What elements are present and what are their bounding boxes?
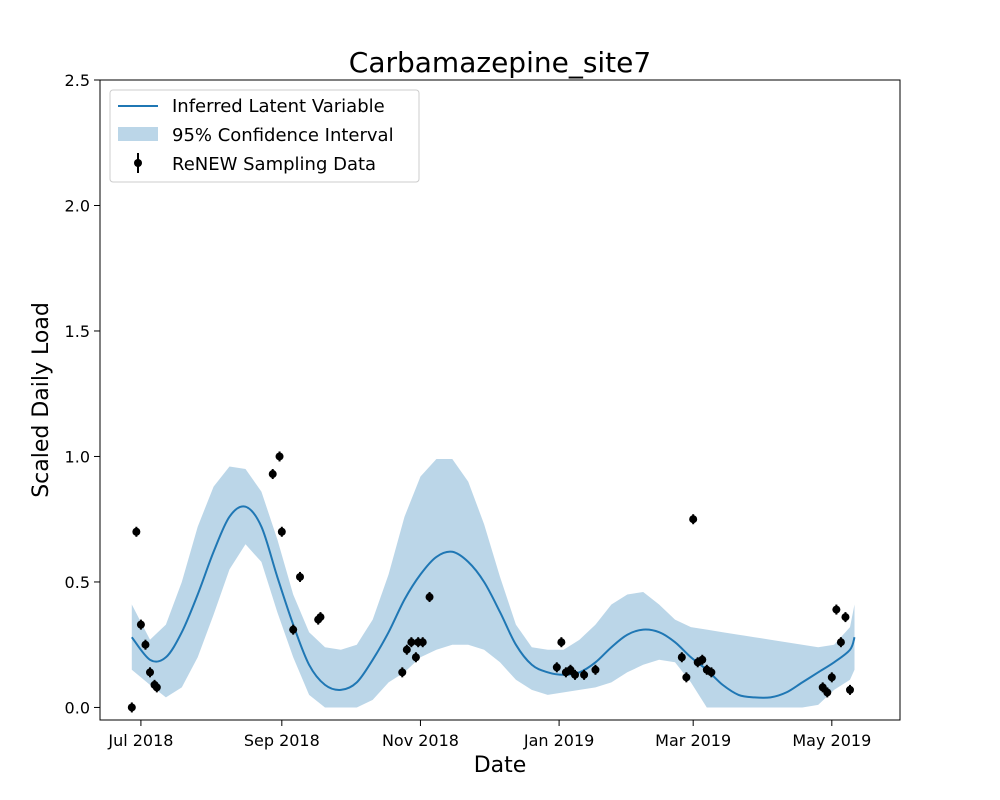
y-tick-label: 0.0 [65, 698, 90, 717]
data-point [832, 605, 841, 614]
legend-label-data: ReNEW Sampling Data [172, 154, 376, 175]
legend-label-band: 95% Confidence Interval [172, 125, 394, 146]
data-point [289, 625, 298, 634]
confidence-band [131, 459, 855, 708]
data-point [557, 638, 566, 647]
data-point [689, 515, 698, 524]
confidence-band-layer [131, 459, 855, 708]
legend-box [109, 89, 420, 183]
data-point [152, 683, 161, 692]
x-tick-label: Jul 2018 [107, 731, 173, 750]
data-point [296, 572, 304, 581]
data-point [141, 640, 150, 649]
y-tick-label: 1.0 [65, 447, 90, 466]
data-point [411, 653, 420, 662]
data-point [316, 613, 325, 622]
data-point [402, 645, 411, 654]
data-point [136, 620, 145, 629]
data-point [841, 613, 850, 622]
plot-frame [99, 79, 901, 721]
latent-line-layer [131, 505, 856, 699]
data-point [580, 670, 589, 679]
x-axis-label: Date [474, 753, 527, 778]
legend-band-swatch [118, 127, 158, 141]
y-tick-label: 2.5 [65, 71, 90, 90]
data-point [132, 527, 141, 536]
y-tick-label: 2.0 [65, 196, 90, 215]
data-point [591, 665, 600, 674]
data-point [827, 673, 836, 682]
data-point [127, 703, 136, 712]
y-axis-ticks: 0.0 0.5 1.0 1.5 2.0 2.5 [65, 71, 100, 717]
legend-label-latent: Inferred Latent Variable [172, 96, 385, 117]
legend: Inferred Latent Variable 95% Confidence … [109, 89, 420, 183]
data-point [398, 668, 407, 677]
y-axis-label: Scaled Daily Load [29, 302, 54, 498]
data-point [823, 688, 832, 697]
data-point [571, 670, 579, 679]
data-point [552, 663, 561, 672]
data-point [677, 653, 686, 662]
x-tick-label: Mar 2019 [655, 731, 731, 750]
data-point [418, 638, 427, 647]
data-point [707, 668, 716, 677]
x-tick-label: Jan 2019 [523, 731, 594, 750]
data-point [146, 668, 154, 677]
x-tick-label: Nov 2018 [382, 731, 459, 750]
x-tick-label: May 2019 [792, 731, 871, 750]
y-tick-label: 1.5 [65, 322, 90, 341]
latent-variable-line [131, 505, 856, 699]
data-point [846, 685, 854, 694]
x-tick-label: Sep 2018 [244, 731, 320, 750]
data-point [268, 470, 277, 479]
data-point [836, 638, 845, 647]
chart-title: Carbamazepine_site7 [349, 46, 651, 79]
data-points-layer [127, 451, 854, 713]
data-point [698, 655, 707, 664]
data-point [682, 673, 691, 682]
legend-point-swatch [134, 159, 142, 167]
data-point [407, 638, 416, 647]
data-point [277, 527, 286, 536]
x-axis-ticks: Jul 2018 Sep 2018 Nov 2018 Jan 2019 Mar 2019… [107, 720, 871, 750]
data-point [275, 452, 284, 461]
data-point [425, 593, 434, 602]
y-tick-label: 0.5 [65, 573, 90, 592]
